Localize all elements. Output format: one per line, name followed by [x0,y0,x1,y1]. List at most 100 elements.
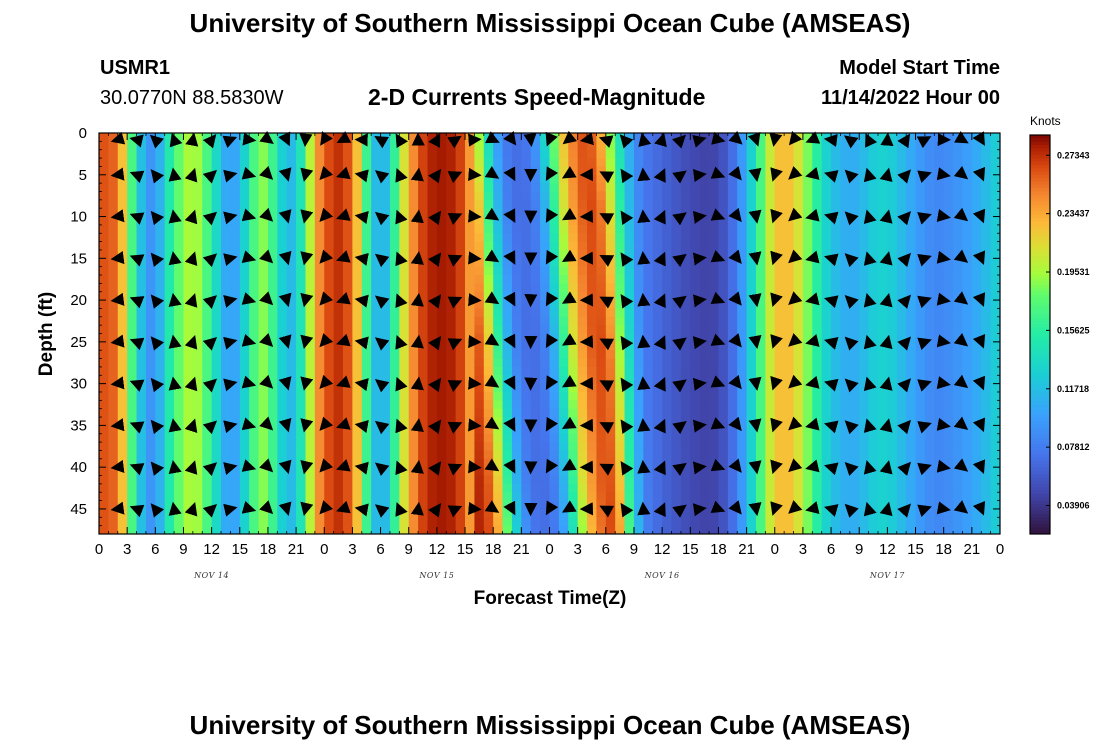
current-arrow [374,379,390,393]
heatmap-cell [652,266,663,276]
heatmap-cell [887,458,898,468]
heatmap-cell [605,199,616,209]
heatmap-cell [361,475,372,485]
heatmap-cell [868,158,879,167]
heatmap-cell [446,325,457,334]
heatmap-cell [765,158,776,167]
heatmap-cell [493,391,503,401]
heatmap-cell [859,358,870,368]
heatmap-cell [277,350,288,359]
heatmap-cell [934,408,945,418]
heatmap-cell [737,300,747,309]
heatmap-cell [202,525,213,535]
heatmap-cell [934,275,945,284]
current-arrow [150,294,165,309]
heatmap-cell [633,258,644,268]
heatmap-cell [371,241,381,251]
heatmap-cell [239,492,250,501]
heatmap-cell [483,492,494,501]
heatmap-cell [211,158,222,167]
heatmap-cell [305,400,316,410]
heatmap-cell [399,183,410,192]
heatmap-cell [568,442,579,451]
heatmap-cell [774,141,785,151]
heatmap-cell [296,275,306,284]
heatmap-cell [934,450,945,460]
current-arrow [728,291,742,306]
heatmap-cell [605,233,616,242]
heatmap-cell [202,333,213,343]
current-arrow [770,292,783,308]
heatmap-cell [483,408,494,418]
heatmap-cell [727,433,738,443]
current-arrow [110,334,125,348]
heatmap-cell [577,224,588,234]
heatmap-cell [502,191,513,201]
heatmap-cell [399,249,410,259]
heatmap-cell [108,174,119,184]
heatmap-cell [690,492,701,501]
heatmap-cell [202,391,213,401]
heatmap-cell [361,458,372,468]
heatmap-cell [718,467,729,476]
heatmap-cell [267,417,278,426]
heatmap-cell [859,425,870,435]
heatmap-cell [596,483,607,493]
heatmap-cell [483,216,494,226]
heatmap-cell [427,266,438,276]
heatmap-cell [408,291,419,301]
heatmap-cell [568,141,579,151]
heatmap-cell [699,266,710,276]
heatmap-cell [540,417,550,426]
heatmap-cell [662,525,672,535]
heatmap-cell [249,199,259,209]
heatmap-cell [408,325,419,334]
heatmap-cell [737,224,747,234]
heatmap-cell [502,266,513,276]
current-arrow [168,167,182,182]
heatmap-cell [633,149,644,159]
heatmap-cell [99,316,109,326]
heatmap-cell [737,408,747,418]
current-arrow [653,209,666,225]
current-arrow [259,207,274,222]
heatmap-cell [399,475,410,485]
heatmap-cell [239,275,250,284]
heatmap-cell [652,183,663,192]
heatmap-cell [418,408,428,418]
heatmap-cell [418,208,428,217]
heatmap-cell [249,475,259,485]
heatmap-cell [605,391,616,401]
heatmap-cell [784,275,794,284]
heatmap-cell [615,174,625,184]
heatmap-cell [568,358,579,368]
heatmap-cell [868,316,879,326]
heatmap-cell [286,275,297,284]
current-arrow [223,294,238,308]
heatmap-cell [831,183,841,192]
heatmap-cell [746,300,757,309]
current-arrow [545,375,559,390]
heatmap-cell [821,141,832,151]
heatmap-cell [605,308,616,318]
current-arrow [619,134,634,149]
heatmap-cell [765,291,776,301]
heatmap-cell [530,249,541,259]
heatmap-cell [859,483,870,493]
heatmap-cell [465,442,475,451]
heatmap-cell [868,199,879,209]
heatmap-cell [690,266,701,276]
current-arrow [241,417,257,431]
heatmap-cell [230,442,241,451]
heatmap-cell [502,400,513,410]
heatmap-cell [802,199,813,209]
heatmap-cell [831,308,841,318]
heatmap-cell [943,442,954,451]
heatmap-cell [680,233,691,242]
heatmap-cell [755,149,766,159]
heatmap-cell [596,208,607,217]
heatmap-cell [737,525,747,535]
heatmap-cell [493,400,503,410]
heatmap-cell [305,325,316,334]
heatmap-cell [117,266,128,276]
